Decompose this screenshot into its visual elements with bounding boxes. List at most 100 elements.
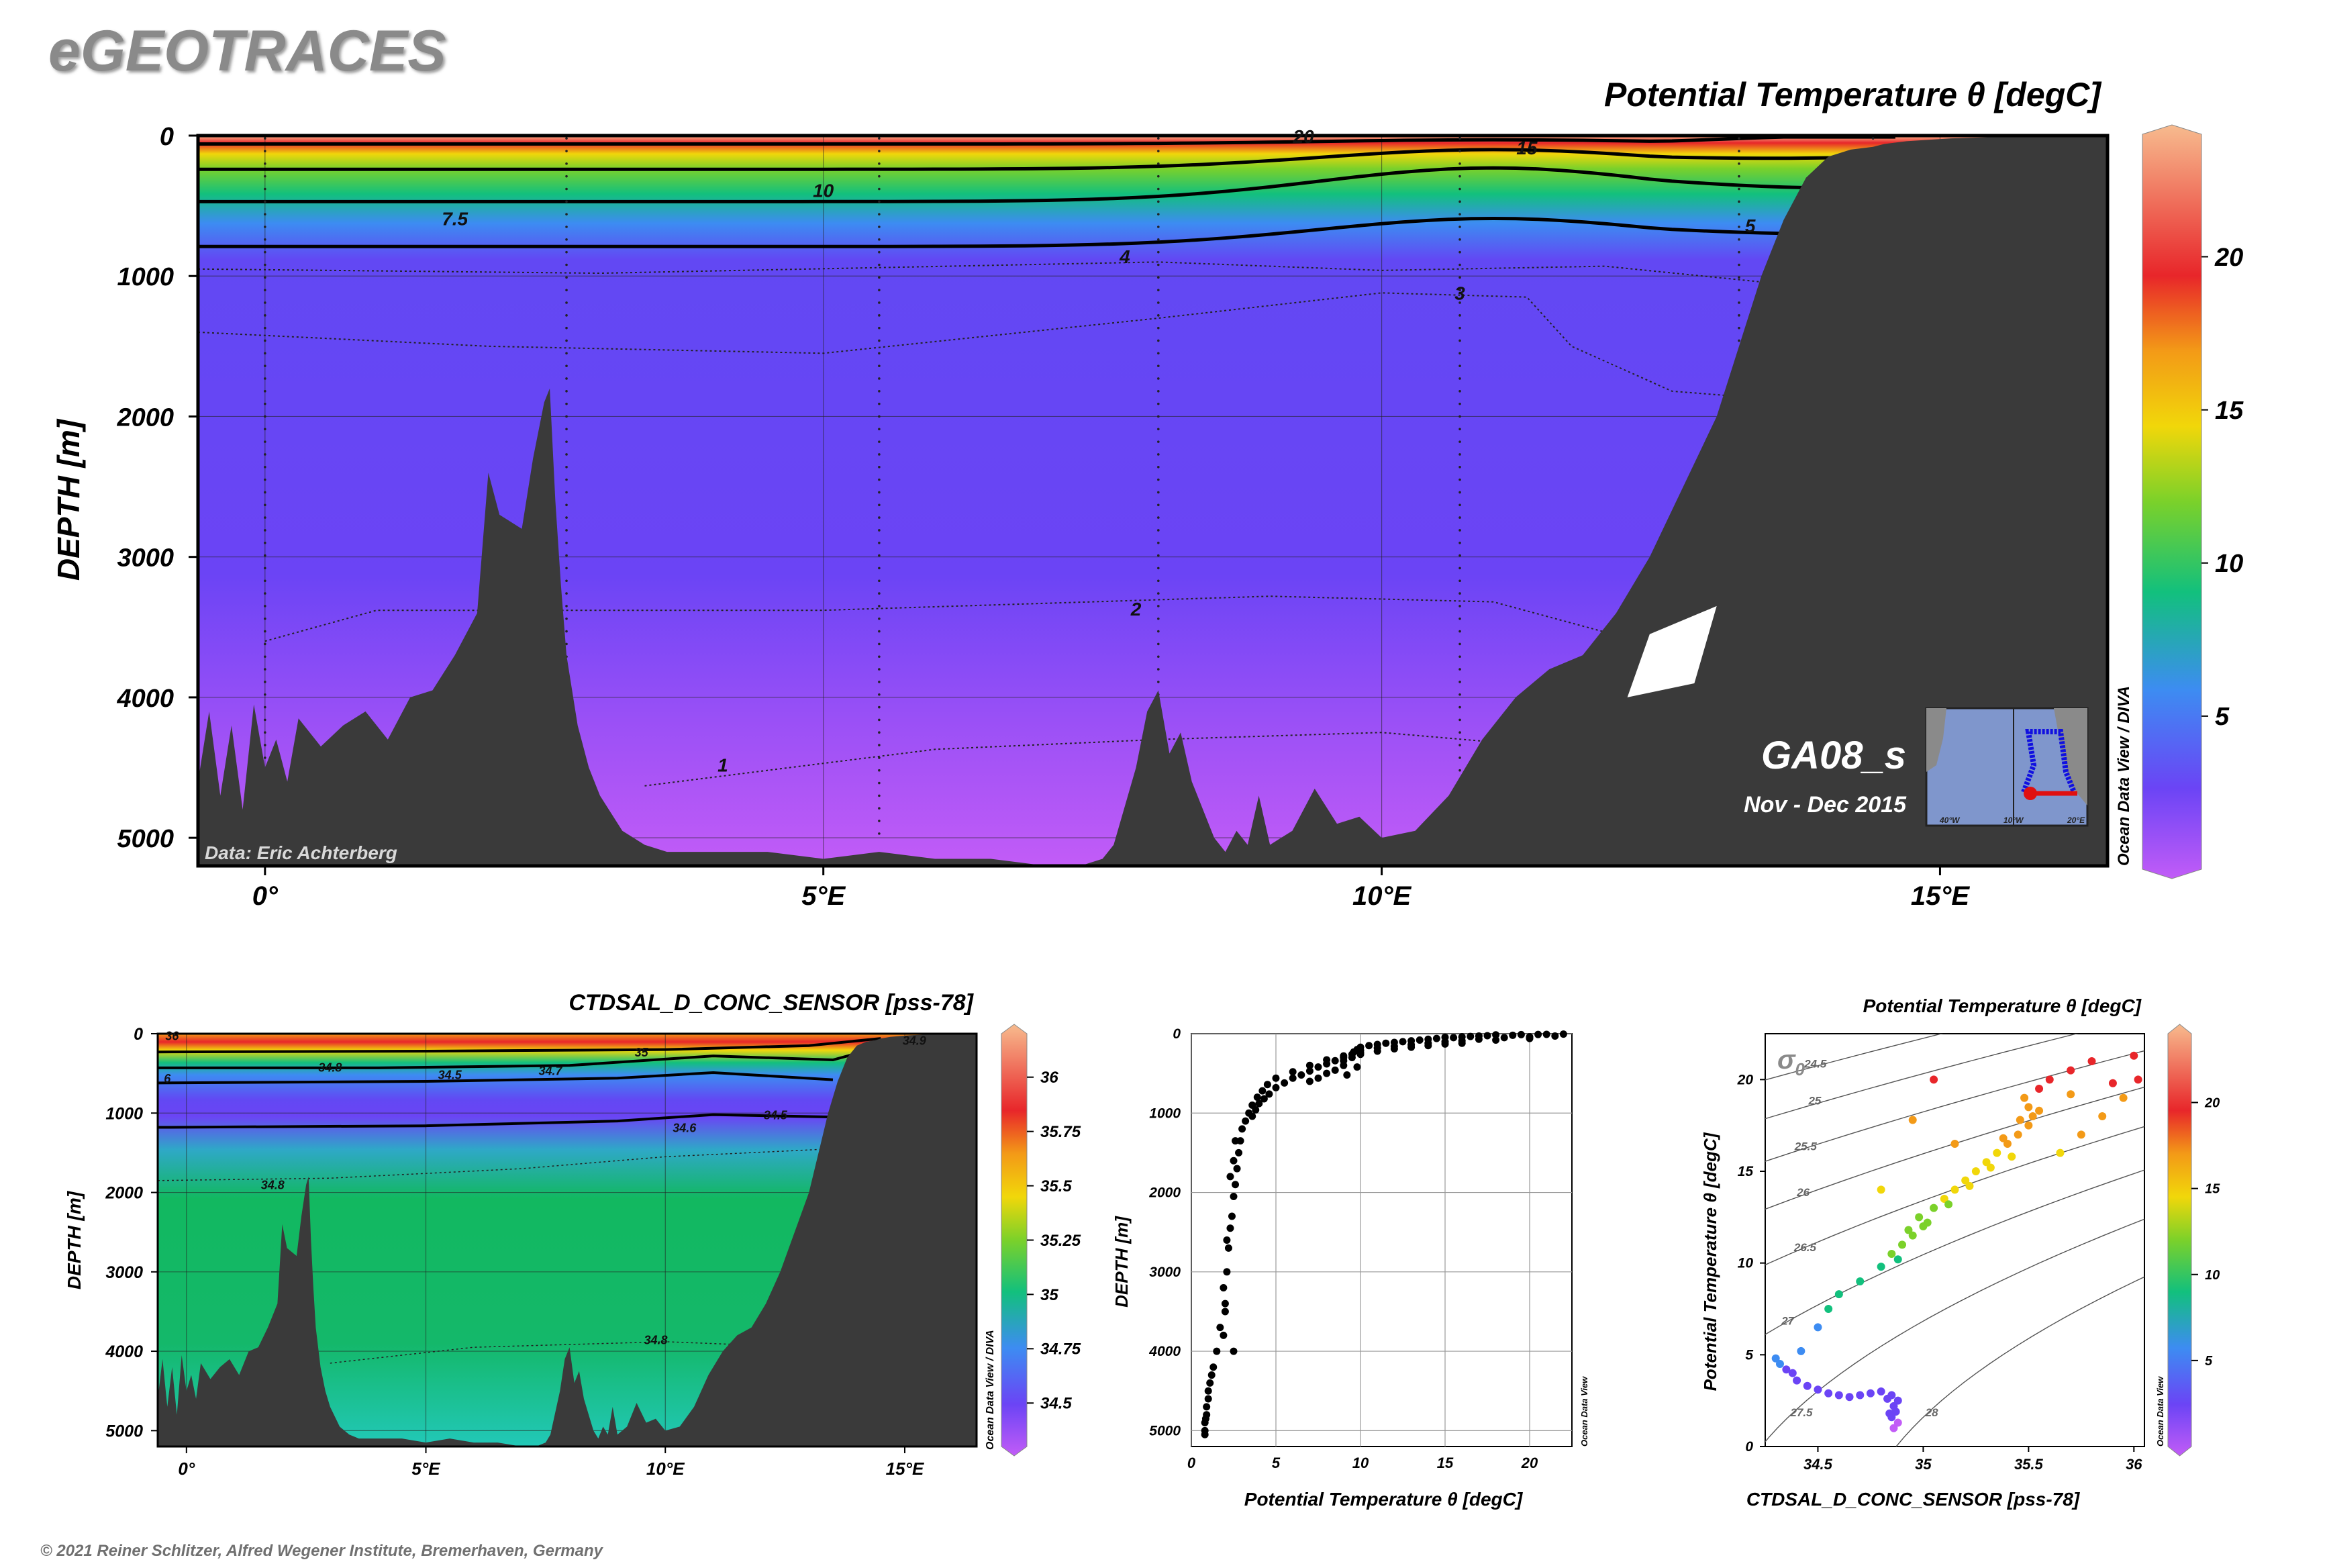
sample-point bbox=[1458, 428, 1461, 431]
sample-point bbox=[565, 200, 568, 203]
sample-point bbox=[1458, 238, 1461, 241]
sample-point bbox=[1458, 453, 1461, 456]
sample-point bbox=[1458, 503, 1461, 507]
sample-point bbox=[878, 364, 881, 367]
sample-point bbox=[878, 137, 881, 140]
plot-frame bbox=[196, 134, 2110, 868]
isopycnal-label: 27.5 bbox=[1790, 1406, 1814, 1419]
y-tick-label: 15 bbox=[1738, 1164, 1754, 1179]
y-tick-label: 1000 bbox=[117, 263, 174, 291]
sample-point bbox=[1157, 390, 1160, 393]
data-point bbox=[1281, 1079, 1289, 1087]
sample-point bbox=[264, 250, 266, 254]
sample-point bbox=[264, 238, 266, 241]
data-point bbox=[1904, 1226, 1913, 1234]
sample-point bbox=[1458, 491, 1461, 494]
sample-point bbox=[1157, 314, 1160, 317]
sample-point bbox=[1738, 162, 1740, 165]
data-point bbox=[2067, 1066, 2075, 1075]
sample-point bbox=[264, 529, 266, 532]
x-tick-label: 0° bbox=[178, 1459, 195, 1479]
data-point bbox=[2035, 1085, 2044, 1093]
data-point bbox=[1416, 1036, 1424, 1044]
sample-point bbox=[878, 781, 881, 785]
data-point bbox=[2087, 1057, 2096, 1065]
data-point bbox=[1232, 1137, 1240, 1145]
colorbar-tick-label: 35.5 bbox=[1040, 1177, 1072, 1195]
cruise-dates: Nov - Dec 2015 bbox=[1744, 792, 1907, 818]
sample-point bbox=[264, 693, 266, 696]
sample-point bbox=[1458, 705, 1461, 709]
x-tick-label: 35 bbox=[1915, 1456, 1932, 1473]
x-tick-label: 15 bbox=[1437, 1455, 1454, 1471]
profile-odv-credit: Ocean Data View bbox=[1579, 1376, 1589, 1447]
data-point bbox=[1475, 1035, 1483, 1043]
data-point bbox=[1260, 1095, 1268, 1103]
sample-point bbox=[1157, 655, 1160, 658]
sample-point bbox=[565, 326, 568, 330]
sample-point bbox=[1157, 440, 1160, 443]
sample-point bbox=[1458, 213, 1461, 215]
sample-point bbox=[565, 377, 568, 380]
sample-point bbox=[1157, 339, 1160, 342]
data-point bbox=[1236, 1137, 1244, 1145]
sample-point bbox=[878, 605, 881, 607]
sample-point bbox=[565, 150, 568, 152]
sample-point bbox=[1157, 187, 1160, 191]
sample-point bbox=[1458, 478, 1461, 481]
salinity-odv-credit: Ocean Data View / DIVA bbox=[985, 1330, 996, 1450]
data-point bbox=[1424, 1042, 1432, 1050]
sample-point bbox=[1157, 238, 1160, 241]
y-tick-label: 2000 bbox=[105, 1184, 143, 1203]
sample-point bbox=[878, 352, 881, 355]
data-point bbox=[1201, 1415, 1209, 1423]
data-point bbox=[1221, 1308, 1229, 1316]
sample-point bbox=[878, 579, 881, 583]
data-point bbox=[1238, 1125, 1246, 1133]
data-point bbox=[1232, 1181, 1240, 1189]
sample-point bbox=[1738, 314, 1740, 317]
contour-line bbox=[197, 261, 1773, 284]
data-point bbox=[1356, 1050, 1365, 1059]
data-point bbox=[1775, 1360, 1784, 1368]
sample-point bbox=[1157, 402, 1160, 405]
data-point bbox=[1265, 1090, 1273, 1098]
sample-point bbox=[264, 718, 266, 722]
data-point bbox=[1223, 1268, 1231, 1276]
data-point bbox=[1233, 1165, 1241, 1173]
contour-line bbox=[157, 1113, 833, 1129]
sample-point bbox=[878, 200, 881, 203]
sample-point bbox=[565, 630, 568, 633]
sample-point bbox=[565, 617, 568, 620]
contour-label: 7.5 bbox=[442, 208, 468, 229]
profile-plot: 0 5 10 15 20 0 1000 2000 3000 4000 5000 bbox=[1148, 1026, 1573, 1471]
data-point bbox=[1221, 1300, 1229, 1308]
contour-label: 35 bbox=[635, 1046, 649, 1059]
data-point bbox=[1272, 1083, 1280, 1091]
isopycnal-label: 28 bbox=[1925, 1406, 1938, 1419]
sample-point bbox=[1458, 516, 1461, 519]
sample-point bbox=[878, 807, 881, 810]
sample-point bbox=[1738, 339, 1740, 342]
data-point bbox=[2020, 1093, 2029, 1102]
data-point bbox=[1382, 1039, 1390, 1047]
data-point bbox=[2056, 1148, 2065, 1157]
data-point bbox=[1965, 1181, 1974, 1190]
sample-point bbox=[1458, 579, 1461, 583]
sample-point bbox=[1157, 567, 1160, 570]
data-point bbox=[1993, 1148, 2001, 1157]
x-tick-label: 15°E bbox=[886, 1459, 924, 1479]
sample-point bbox=[1157, 541, 1160, 544]
station-profile bbox=[878, 137, 881, 835]
sample-point bbox=[1738, 226, 1740, 228]
salinity-y-axis-label: DEPTH [m] bbox=[64, 1190, 85, 1289]
no-data-gap bbox=[1627, 605, 1717, 697]
sample-point bbox=[878, 465, 881, 469]
sample-point bbox=[878, 415, 881, 418]
sample-point bbox=[1458, 263, 1461, 266]
sample-point bbox=[878, 402, 881, 405]
sample-point bbox=[1458, 162, 1461, 165]
sample-point bbox=[1458, 326, 1461, 330]
sample-point bbox=[565, 314, 568, 317]
y-tick-label: 5000 bbox=[105, 1422, 143, 1440]
